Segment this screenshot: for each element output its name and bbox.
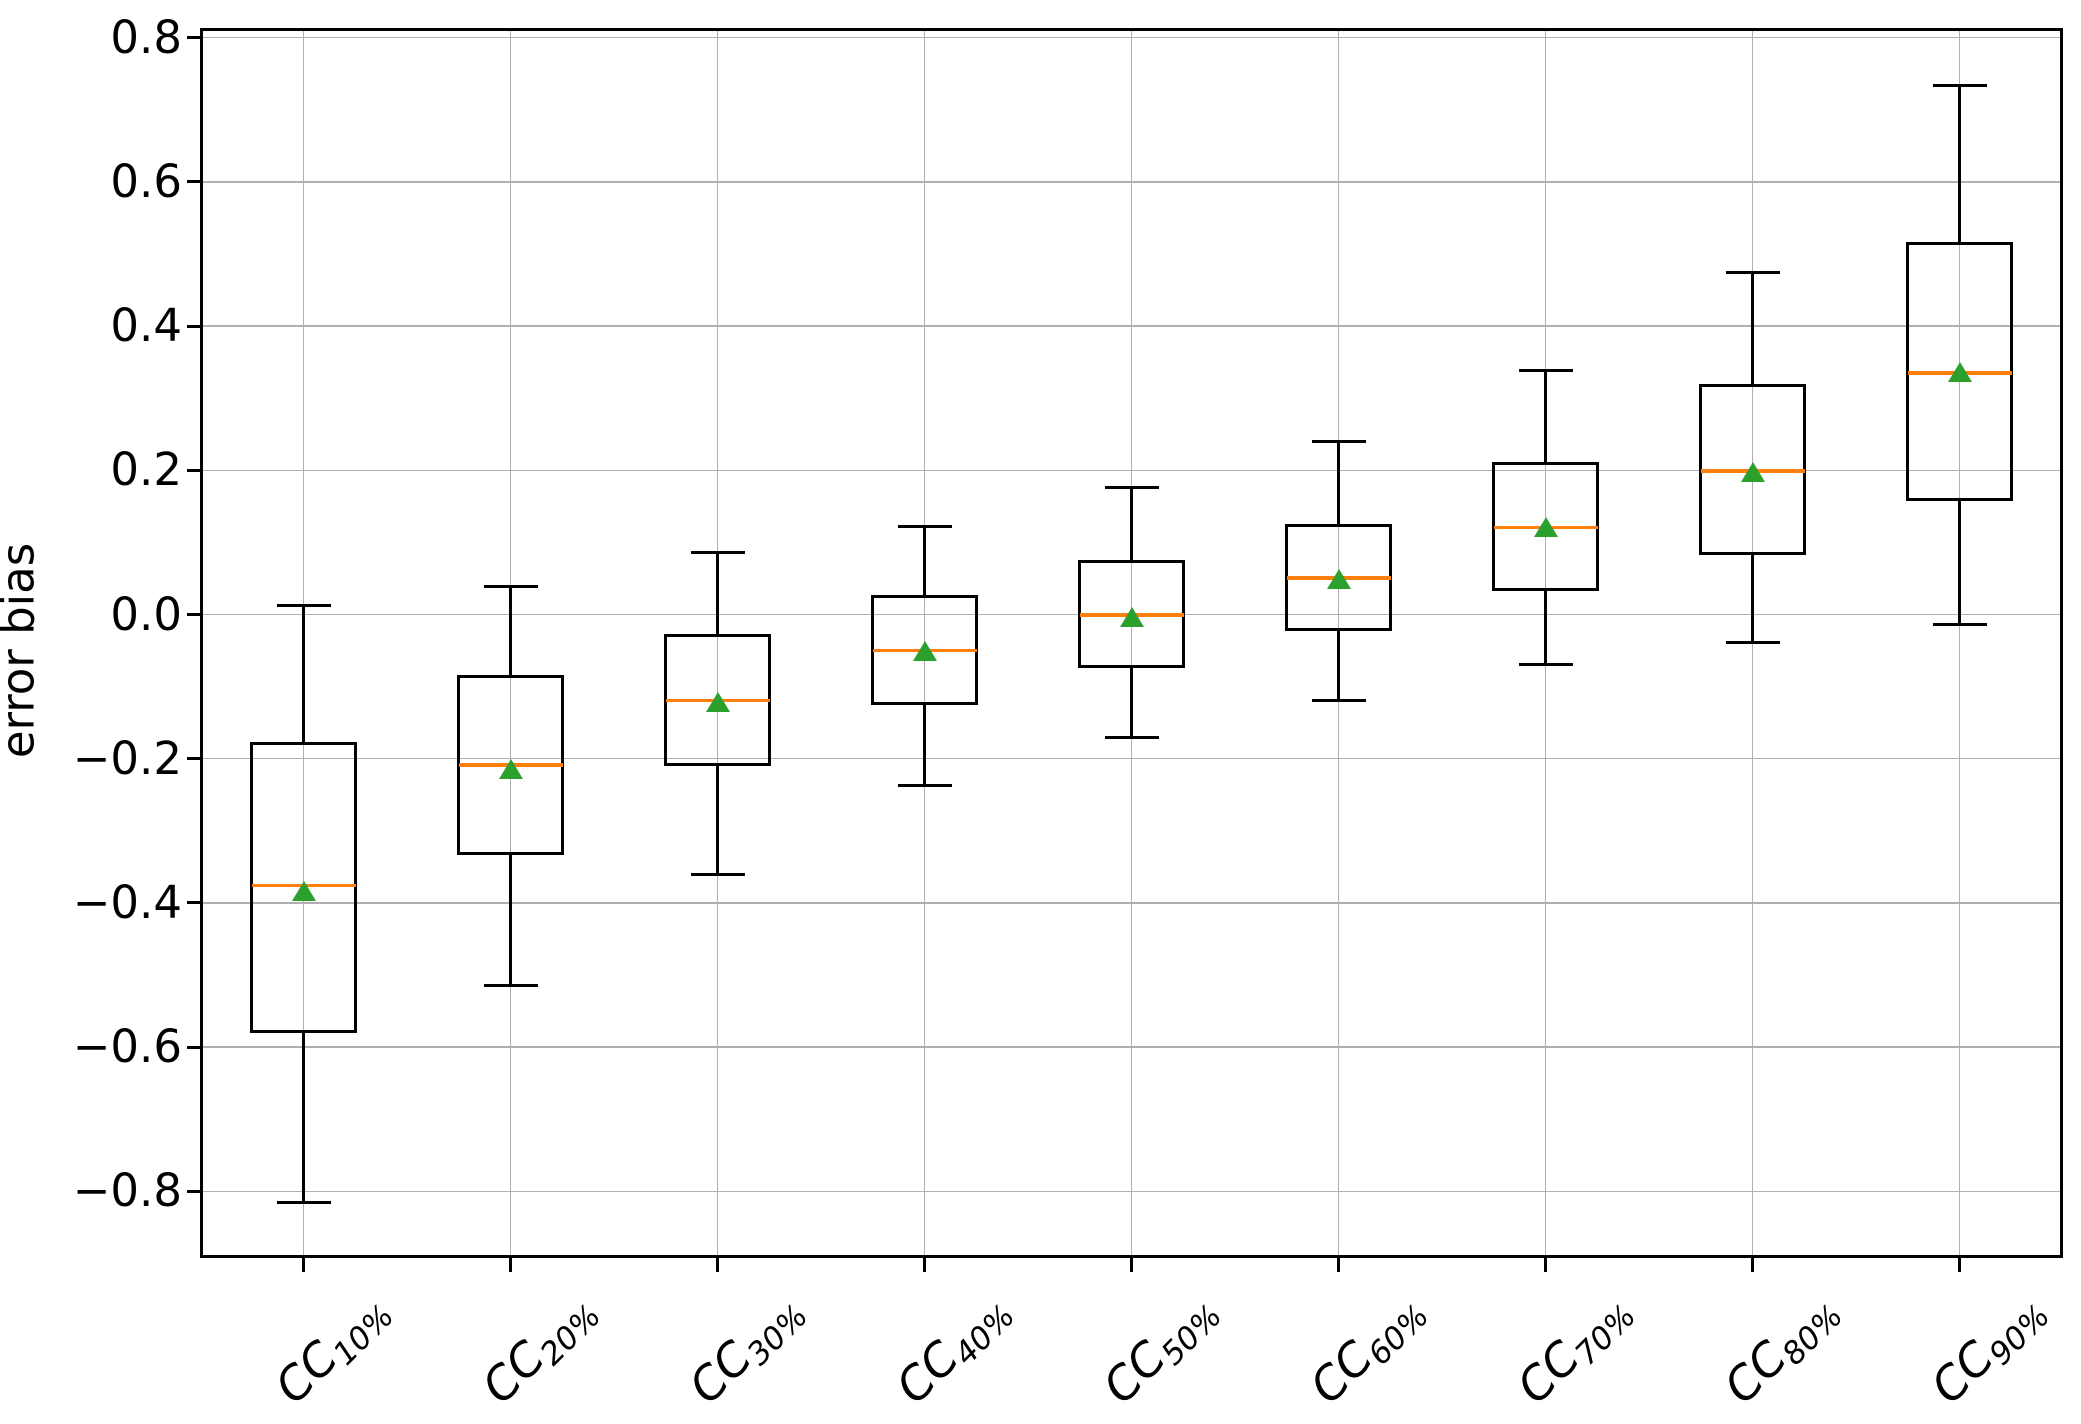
whisker-cap-lower [1932, 623, 1987, 627]
y-tick-label: −0.4 [72, 875, 182, 929]
mean-marker [291, 880, 316, 901]
y-axis-tick [187, 757, 200, 761]
mean-marker [498, 758, 523, 779]
whisker-lower [509, 853, 512, 986]
whisker-cap-upper [1311, 439, 1366, 443]
whisker-cap-upper [1104, 486, 1159, 490]
whisker-cap-lower [483, 984, 538, 988]
x-tick-label: CC10% [264, 1284, 401, 1417]
whisker-lower [923, 703, 926, 786]
plot-area [200, 28, 2063, 1258]
mean-marker [1326, 569, 1351, 590]
x-tick-label: CC70% [1506, 1284, 1643, 1417]
whisker-cap-lower [897, 783, 952, 787]
whisker-cap-lower [1725, 641, 1780, 645]
x-axis-tick [1130, 1258, 1133, 1272]
whisker-upper [716, 552, 719, 636]
x-axis-tick [302, 1258, 305, 1272]
whisker-lower [1751, 553, 1754, 643]
whisker-cap-lower [690, 872, 745, 876]
whisker-lower [1544, 589, 1547, 665]
whisker-upper [1958, 85, 1961, 244]
whisker-upper [509, 586, 512, 677]
x-tick-label: CC30% [678, 1284, 815, 1417]
whisker-lower [1130, 666, 1133, 738]
y-axis-tick [187, 1189, 200, 1193]
x-axis-tick [1751, 1258, 1754, 1272]
whisker-lower [716, 764, 719, 875]
x-tick-label: CC50% [1092, 1284, 1229, 1417]
y-axis-tick [187, 1045, 200, 1049]
x-tick-label: CC80% [1713, 1284, 1850, 1417]
whisker-cap-upper [483, 584, 538, 588]
grid-line-vertical [1130, 28, 1133, 1258]
y-tick-label: −0.8 [72, 1164, 182, 1218]
whisker-upper [302, 605, 305, 744]
mean-marker [912, 641, 937, 662]
whisker-upper [1337, 441, 1340, 526]
y-tick-label: 0.6 [110, 154, 182, 208]
y-axis-label: error bias [0, 542, 45, 759]
whisker-cap-lower [276, 1200, 331, 1204]
y-axis-tick [187, 324, 200, 328]
y-tick-label: 0.8 [110, 10, 182, 64]
x-axis-tick [923, 1258, 926, 1272]
y-tick-label: 0.4 [110, 299, 182, 353]
whisker-lower [1958, 499, 1961, 625]
whisker-cap-upper [1518, 368, 1573, 372]
grid-line-vertical [1958, 28, 1961, 1258]
y-axis-tick [187, 180, 200, 184]
x-axis-tick [509, 1258, 512, 1272]
box-iqr [1699, 383, 1806, 555]
y-tick-label: 0.2 [110, 443, 182, 497]
x-axis-tick [1337, 1258, 1340, 1272]
y-axis-tick [187, 613, 200, 617]
x-tick-label: CC20% [471, 1284, 608, 1417]
whisker-upper [1130, 487, 1133, 562]
grid-line-vertical [716, 28, 719, 1258]
mean-marker [1740, 461, 1765, 482]
y-tick-label: 0.0 [110, 587, 182, 641]
whisker-lower [1337, 629, 1340, 701]
whisker-cap-upper [1932, 83, 1987, 87]
whisker-cap-upper [690, 551, 745, 555]
x-tick-label: CC90% [1920, 1284, 2057, 1417]
whisker-cap-upper [276, 604, 331, 608]
y-axis-tick [187, 468, 200, 472]
box-iqr [250, 742, 357, 1033]
whisker-upper [923, 526, 926, 597]
x-tick-label: CC40% [885, 1284, 1022, 1417]
whisker-cap-lower [1104, 736, 1159, 740]
y-tick-label: −0.2 [72, 731, 182, 785]
whisker-cap-upper [1725, 271, 1780, 275]
mean-marker [705, 691, 730, 712]
y-axis-tick [187, 901, 200, 905]
x-axis-tick [1544, 1258, 1547, 1272]
whisker-upper [1751, 272, 1754, 386]
whisker-cap-upper [897, 525, 952, 529]
x-tick-label: CC60% [1299, 1284, 1436, 1417]
whisker-upper [1544, 370, 1547, 464]
mean-marker [1947, 362, 1972, 383]
whisker-cap-lower [1311, 698, 1366, 702]
whisker-lower [302, 1031, 305, 1203]
y-axis-tick [187, 36, 200, 40]
y-tick-label: −0.6 [72, 1020, 182, 1074]
whisker-cap-lower [1518, 662, 1573, 666]
mean-marker [1533, 517, 1558, 538]
x-axis-tick [1958, 1258, 1961, 1272]
mean-marker [1119, 607, 1144, 628]
x-axis-tick [716, 1258, 719, 1272]
